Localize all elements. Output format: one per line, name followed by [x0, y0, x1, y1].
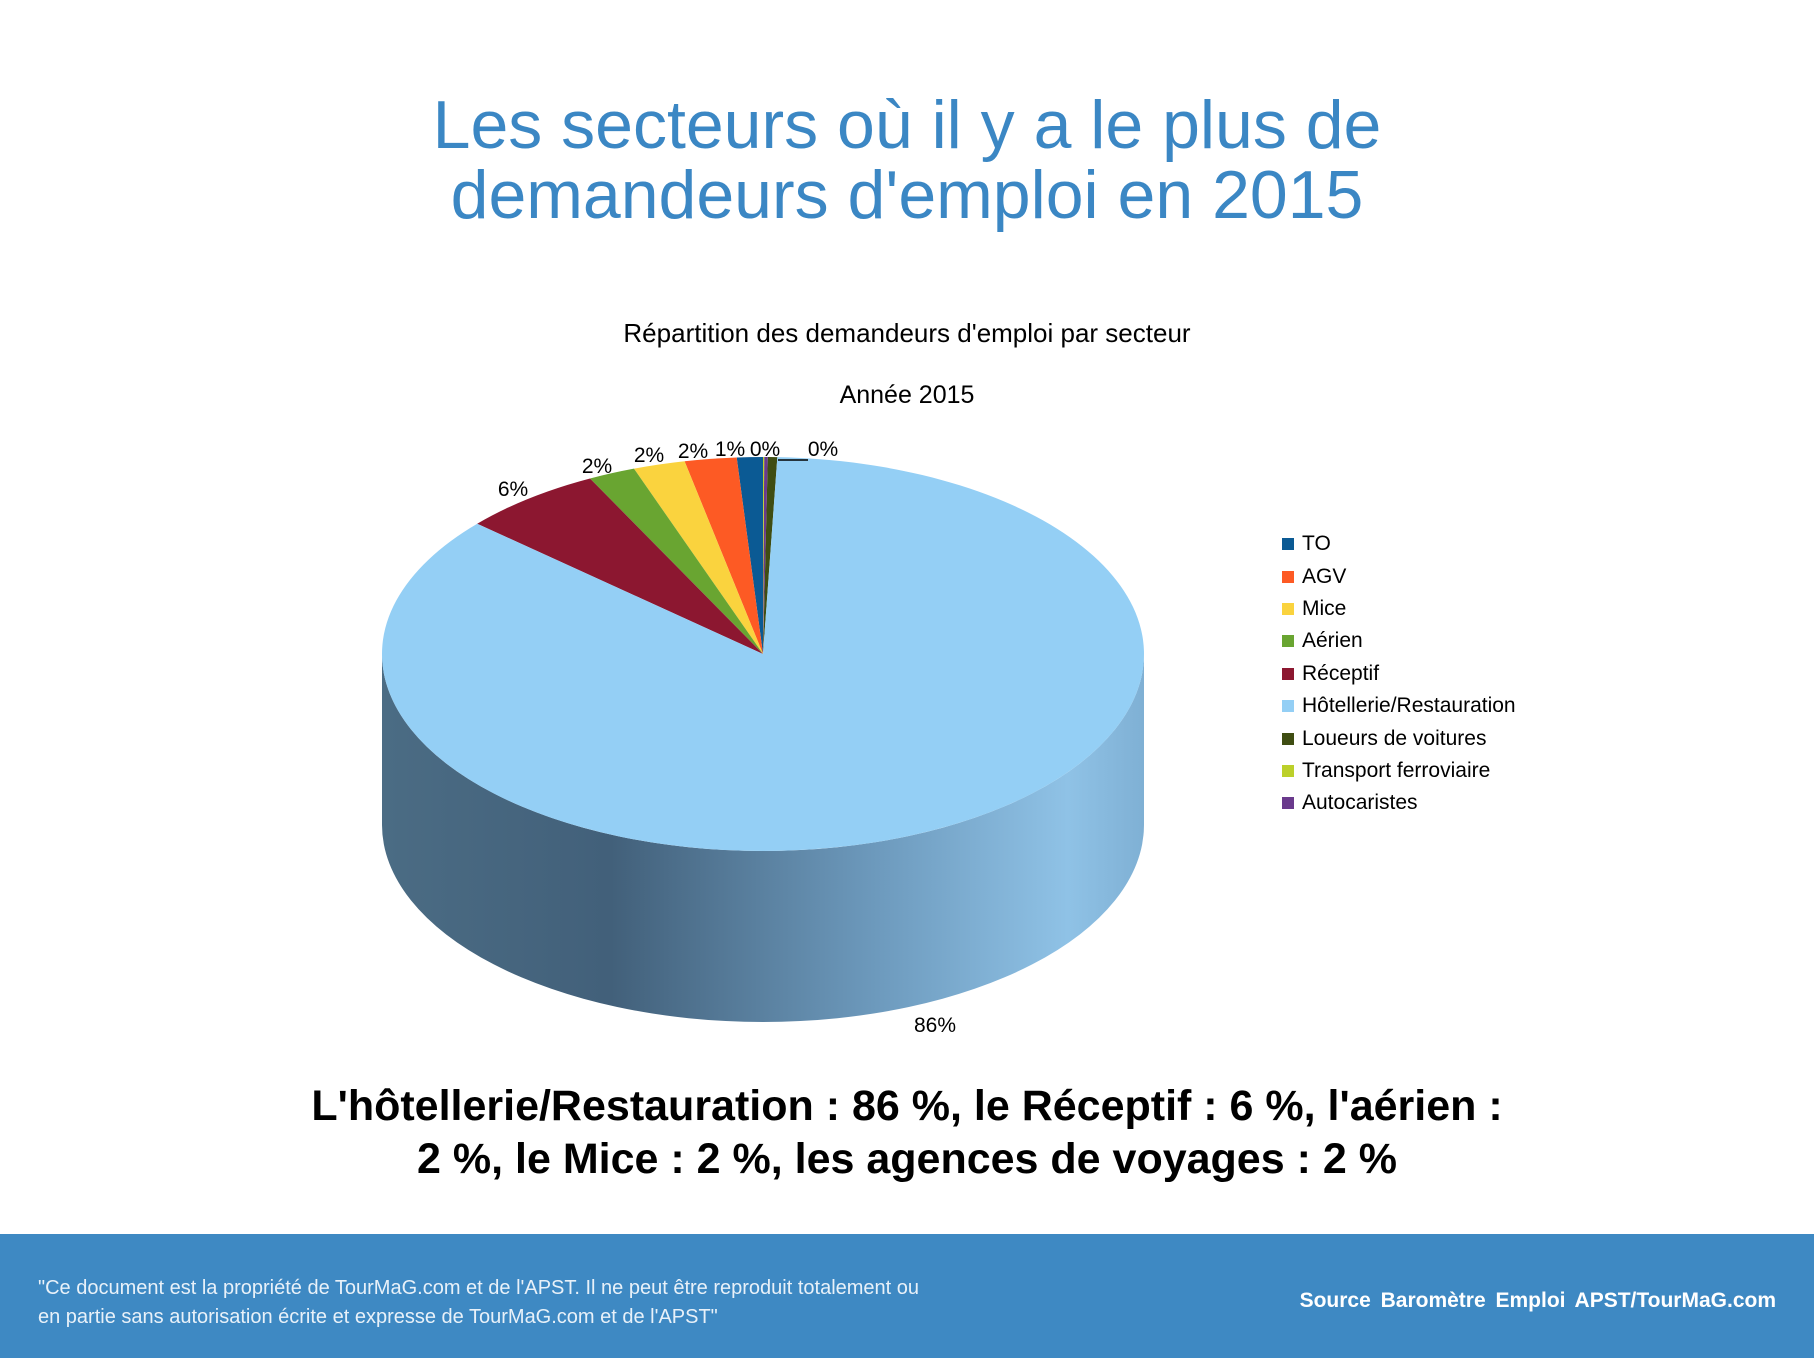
- legend-label: Loueurs de voitures: [1302, 726, 1487, 750]
- legend-label: TO: [1302, 532, 1331, 556]
- data-label: 2%: [582, 455, 612, 478]
- data-label: 0%: [750, 438, 780, 461]
- pie-slice-loueurs-de-voitures: [763, 457, 778, 654]
- legend-swatch: [1282, 635, 1294, 648]
- data-label: 1%: [715, 438, 745, 461]
- pie-side-wall: [382, 654, 1144, 1022]
- data-label: 86%: [914, 1014, 956, 1037]
- footer-bar: "Ce document est la propriété de TourMaG…: [0, 1234, 1814, 1358]
- title-line-2: demandeurs d'emploi en 2015: [450, 157, 1364, 233]
- pie-slice-mice: [633, 461, 763, 654]
- legend-swatch: [1282, 700, 1294, 713]
- legend-item: Mice: [1282, 593, 1516, 625]
- legend-label: Hôtellerie/Restauration: [1302, 694, 1516, 718]
- legend-label: Aérien: [1302, 629, 1363, 653]
- legend-item: AGV: [1282, 560, 1516, 592]
- legend-swatch: [1282, 764, 1294, 777]
- pie-slice-autocaristes: [763, 457, 768, 654]
- legend-label: Transport ferroviaire: [1302, 758, 1491, 782]
- summary-line-2: 2 %, le Mice : 2 %, les agences de voyag…: [417, 1135, 1397, 1183]
- legend-item: Autocaristes: [1282, 787, 1516, 819]
- legend-label: Mice: [1302, 596, 1347, 620]
- chart-subtitle: Année 2015: [839, 381, 975, 409]
- legend-label: Réceptif: [1302, 661, 1380, 685]
- source-credit: Source Baromètre Emploi APST/TourMaG.com: [1299, 1289, 1776, 1312]
- chart-legend: TO AGV Mice Aérien Réceptif Hôtellerie/Restau…: [1282, 528, 1516, 820]
- legend-item: Hôtellerie/Restauration: [1282, 690, 1516, 722]
- legend-swatch: [1282, 602, 1294, 615]
- title-line-1: Les secteurs où il y a le plus de: [432, 87, 1382, 163]
- copyright-disclaimer: "Ce document est la propriété de TourMaG…: [38, 1274, 919, 1332]
- pie-slice-to: [736, 457, 763, 654]
- summary-text: L'hôtellerie/Restauration : 86 %, le Réc…: [0, 1080, 1814, 1186]
- legend-item: Réceptif: [1282, 658, 1516, 690]
- legend-item: Loueurs de voitures: [1282, 722, 1516, 754]
- legend-label: AGV: [1302, 564, 1347, 588]
- legend-swatch: [1282, 732, 1294, 745]
- pie-slice-h-tellerie-restauration: [381, 457, 1144, 852]
- disclaimer-line-2: en partie sans autorisation écrite et ex…: [38, 1306, 718, 1328]
- chart-title: Répartition des demandeurs d'emploi par …: [623, 318, 1191, 348]
- legend-item: Transport ferroviaire: [1282, 755, 1516, 787]
- page-title: Les secteurs où il y a le plus de demand…: [0, 90, 1814, 230]
- pie-slice-a-rien: [590, 468, 763, 654]
- data-label: 6%: [498, 478, 528, 501]
- pie-slice-transport-ferroviaire: [763, 457, 765, 654]
- legend-item: TO: [1282, 528, 1516, 560]
- data-label: 2%: [678, 440, 708, 463]
- legend-swatch: [1282, 570, 1294, 583]
- legend-label: Autocaristes: [1302, 791, 1418, 815]
- pie-slice-r-ceptif: [477, 478, 763, 654]
- pie-slice-agv: [684, 457, 763, 654]
- data-label: 2%: [634, 444, 664, 467]
- legend-swatch: [1282, 538, 1294, 551]
- pie-chart: 0%0%1%2%2%2%6%86%: [381, 438, 1144, 1037]
- legend-item: Aérien: [1282, 625, 1516, 657]
- legend-swatch: [1282, 667, 1294, 680]
- data-label: 0%: [808, 438, 838, 461]
- disclaimer-line-1: "Ce document est la propriété de TourMaG…: [38, 1277, 920, 1299]
- summary-line-1: L'hôtellerie/Restauration : 86 %, le Réc…: [311, 1082, 1503, 1130]
- legend-swatch: [1282, 797, 1294, 810]
